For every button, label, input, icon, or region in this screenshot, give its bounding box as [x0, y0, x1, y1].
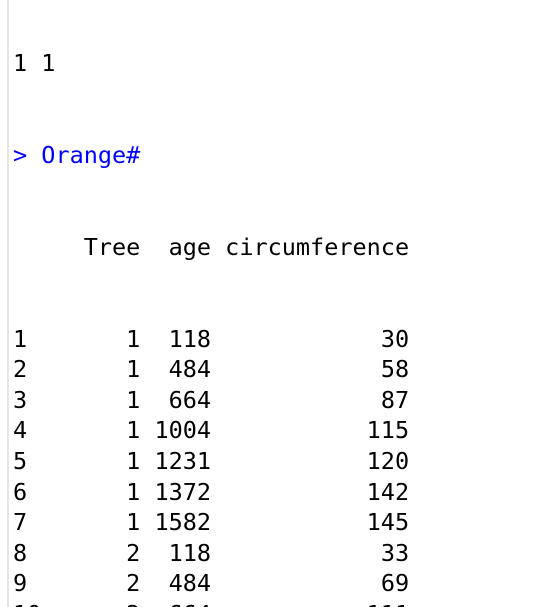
cell-tree: 1	[126, 416, 141, 445]
cell-tree: 2	[126, 538, 141, 567]
row-name: 6	[13, 477, 28, 506]
cell-circumference: 120	[366, 446, 410, 475]
header-age: age	[168, 232, 212, 261]
cell-tree: 1	[126, 477, 141, 506]
row-name: 8	[13, 538, 28, 567]
cell-tree: 2	[126, 569, 141, 598]
row-name: 3	[13, 385, 28, 414]
cell-tree: 1	[126, 385, 141, 414]
table-row: 1 1 118 30	[13, 324, 409, 355]
cell-age: 118	[168, 538, 212, 567]
cell-age: 1372	[154, 477, 212, 506]
row-name: 5	[13, 446, 28, 475]
cell-age: 1582	[154, 508, 212, 537]
cell-circumference: 58	[380, 355, 410, 384]
console-output: 1 1 > Orange# Tree age circumference 1 1 118…	[13, 0, 409, 607]
console-command: Orange#	[41, 140, 141, 169]
cell-age: 118	[168, 324, 212, 353]
table-row: 5 1 1231 120	[13, 446, 409, 477]
cell-age: 664	[168, 385, 212, 414]
cell-circumference: 111	[211, 599, 409, 607]
table-row: 102664111	[13, 599, 409, 607]
cell-age: 664	[140, 599, 211, 607]
cell-circumference: 69	[380, 569, 410, 598]
table-rows: 1 1 118 30 2 1 484 58 3 1 664 87 4 1 1004 115 5 1 1231 120 6…	[13, 324, 409, 607]
cell-age: 484	[168, 355, 212, 384]
header-circumference: circumference	[225, 232, 410, 261]
cell-tree: 1	[126, 324, 141, 353]
cell-circumference: 30	[380, 324, 410, 353]
cell-circumference: 142	[366, 477, 410, 506]
row-name: 10	[13, 599, 55, 607]
cell-age: 1004	[154, 416, 212, 445]
command-line: > Orange#	[13, 140, 409, 171]
row-name: 9	[13, 569, 28, 598]
cell-tree: 1	[126, 355, 141, 384]
row-name: 4	[13, 416, 28, 445]
cell-tree: 1	[126, 508, 141, 537]
table-row: 6 1 1372 142	[13, 477, 409, 508]
table-row: 2 1 484 58	[13, 354, 409, 385]
cell-circumference: 115	[366, 416, 410, 445]
previous-output-partial-line: 1 1	[13, 49, 56, 78]
cell-circumference: 87	[380, 385, 410, 414]
console-prompt: >	[13, 140, 42, 169]
table-row: 9 2 484 69	[13, 568, 409, 599]
cell-tree: 1	[126, 446, 141, 475]
cell-circumference: 33	[380, 538, 410, 567]
row-name: 7	[13, 508, 28, 537]
cell-age: 1231	[154, 446, 212, 475]
console-left-border	[7, 0, 9, 607]
table-row: 7 1 1582 145	[13, 507, 409, 538]
table-header: Tree age circumference	[13, 232, 409, 263]
cell-age: 484	[168, 569, 212, 598]
header-tree: Tree	[83, 232, 141, 261]
table-row: 4 1 1004 115	[13, 415, 409, 446]
table-row: 3 1 664 87	[13, 385, 409, 416]
cell-tree: 2	[55, 599, 140, 607]
row-name: 1	[13, 324, 28, 353]
row-name: 2	[13, 355, 28, 384]
table-row: 8 2 118 33	[13, 538, 409, 569]
cell-circumference: 145	[366, 508, 410, 537]
